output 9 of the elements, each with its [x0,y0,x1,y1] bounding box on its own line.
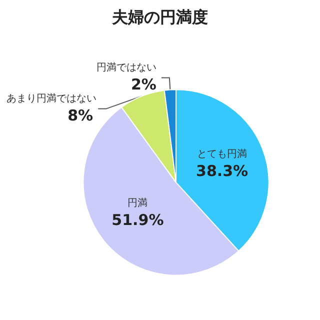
slice-label: 円満ではない [96,61,156,74]
data-label: 51.9% [112,211,164,230]
data-label: 2% [130,75,156,94]
slice-label: とても円満 [197,148,248,160]
data-label: 8% [68,106,94,124]
slice-label: あまり円満ではない [6,92,97,104]
chart-title: 夫婦の円満度 [111,8,208,26]
data-label: 38.3% [196,162,248,180]
slice-label: 円満 [128,197,148,210]
